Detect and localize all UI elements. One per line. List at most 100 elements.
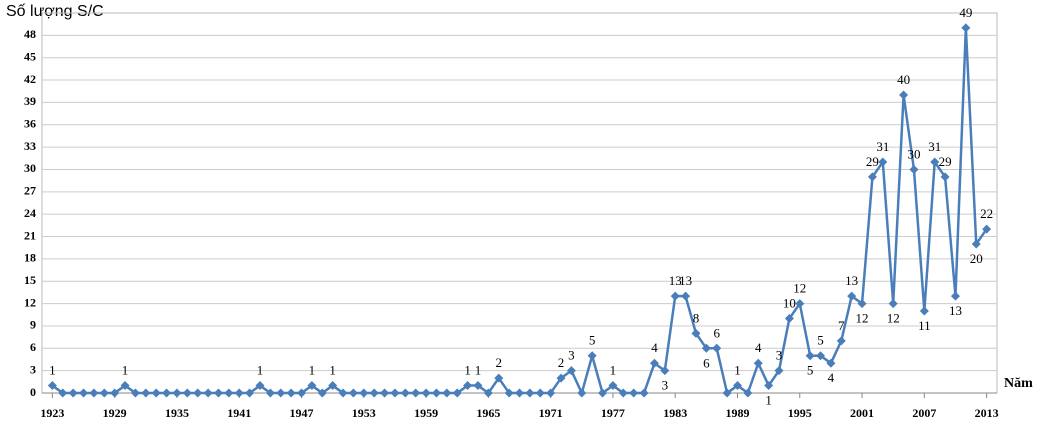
x-tick-label: 1935: [165, 406, 189, 420]
marker: [660, 366, 670, 376]
data-label: 5: [817, 333, 824, 348]
x-axis-label: Năm: [1004, 376, 1033, 391]
marker: [753, 358, 763, 368]
marker: [110, 388, 120, 398]
marker: [276, 388, 286, 398]
marker: [639, 388, 649, 398]
data-label: 10: [783, 295, 796, 310]
marker: [47, 381, 57, 391]
data-label: 3: [662, 378, 669, 393]
marker: [618, 388, 628, 398]
x-tick-label: 1971: [539, 406, 563, 420]
data-label: 1: [765, 393, 772, 408]
data-label: 12: [793, 281, 806, 296]
y-tick-label: 18: [24, 251, 36, 265]
marker: [930, 157, 940, 167]
data-label: 1: [464, 363, 471, 378]
data-label: 11: [918, 318, 931, 333]
marker: [265, 388, 275, 398]
y-tick-label: 42: [24, 72, 36, 86]
marker: [338, 388, 348, 398]
marker: [328, 381, 338, 391]
y-tick-label: 27: [24, 184, 36, 198]
marker: [68, 388, 78, 398]
data-label: 30: [907, 146, 920, 161]
marker: [795, 299, 805, 309]
data-label: 13: [669, 273, 682, 288]
data-label: 4: [828, 370, 835, 385]
data-label: 3: [776, 348, 783, 363]
marker: [172, 388, 182, 398]
data-label: 2: [558, 355, 565, 370]
plot-border: [41, 12, 998, 394]
marker: [701, 343, 711, 353]
data-label: 5: [807, 363, 814, 378]
marker: [847, 291, 857, 301]
data-label: 8: [693, 310, 700, 325]
marker: [58, 388, 68, 398]
data-label: 3: [568, 348, 575, 363]
marker: [193, 388, 203, 398]
marker: [162, 388, 172, 398]
marker: [452, 388, 462, 398]
marker: [307, 381, 317, 391]
x-tick-label: 1977: [601, 406, 625, 420]
y-tick-label: 48: [24, 27, 36, 41]
data-label: 29: [939, 154, 952, 169]
y-tick-label: 3: [30, 362, 36, 376]
x-tick-label: 1983: [663, 406, 687, 420]
marker: [348, 388, 358, 398]
marker: [909, 164, 919, 174]
data-label: 13: [949, 303, 962, 318]
y-tick-label: 9: [30, 318, 36, 332]
marker: [141, 388, 151, 398]
data-label: 31: [876, 139, 889, 154]
marker: [722, 388, 732, 398]
marker: [546, 388, 556, 398]
marker: [691, 328, 701, 338]
marker: [732, 381, 742, 391]
marker: [213, 388, 223, 398]
marker: [587, 351, 597, 361]
data-label: 2: [495, 355, 502, 370]
data-label: 13: [845, 273, 858, 288]
marker: [203, 388, 213, 398]
x-tick-label: 1941: [227, 406, 251, 420]
data-label: 1: [309, 363, 316, 378]
marker: [608, 381, 618, 391]
data-label: 49: [959, 5, 972, 20]
x-tick-label: 1929: [103, 406, 127, 420]
y-tick-label: 39: [24, 94, 36, 108]
marker: [878, 157, 888, 167]
marker: [556, 373, 566, 383]
marker: [297, 388, 307, 398]
data-label: 22: [980, 206, 993, 221]
marker: [234, 388, 244, 398]
marker: [566, 366, 576, 376]
y-tick-label: 15: [24, 273, 36, 287]
marker: [224, 388, 234, 398]
marker: [463, 381, 473, 391]
y-tick-label: 30: [24, 161, 36, 175]
marker: [255, 381, 265, 391]
marker: [743, 388, 753, 398]
marker: [629, 388, 639, 398]
data-label: 5: [589, 333, 596, 348]
marker: [431, 388, 441, 398]
marker: [89, 388, 99, 398]
marker: [961, 23, 971, 33]
marker: [681, 291, 691, 301]
marker: [805, 351, 815, 361]
marker: [473, 381, 483, 391]
data-label: 1: [610, 363, 617, 378]
marker: [182, 388, 192, 398]
data-label: 1: [329, 363, 336, 378]
marker: [400, 388, 410, 398]
marker: [826, 358, 836, 368]
data-label: 13: [679, 273, 692, 288]
y-tick-label: 0: [30, 385, 36, 399]
data-label: 12: [856, 311, 869, 326]
marker: [359, 388, 369, 398]
marker: [120, 381, 130, 391]
y-tick-label: 21: [24, 228, 36, 242]
